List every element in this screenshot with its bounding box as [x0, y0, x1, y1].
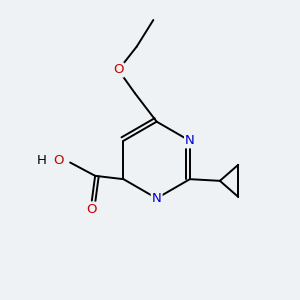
Text: N: N	[185, 134, 195, 147]
Text: O: O	[53, 154, 64, 167]
Text: N: N	[152, 192, 161, 205]
Text: O: O	[113, 64, 124, 76]
Text: O: O	[87, 203, 97, 216]
Text: H: H	[37, 154, 47, 167]
